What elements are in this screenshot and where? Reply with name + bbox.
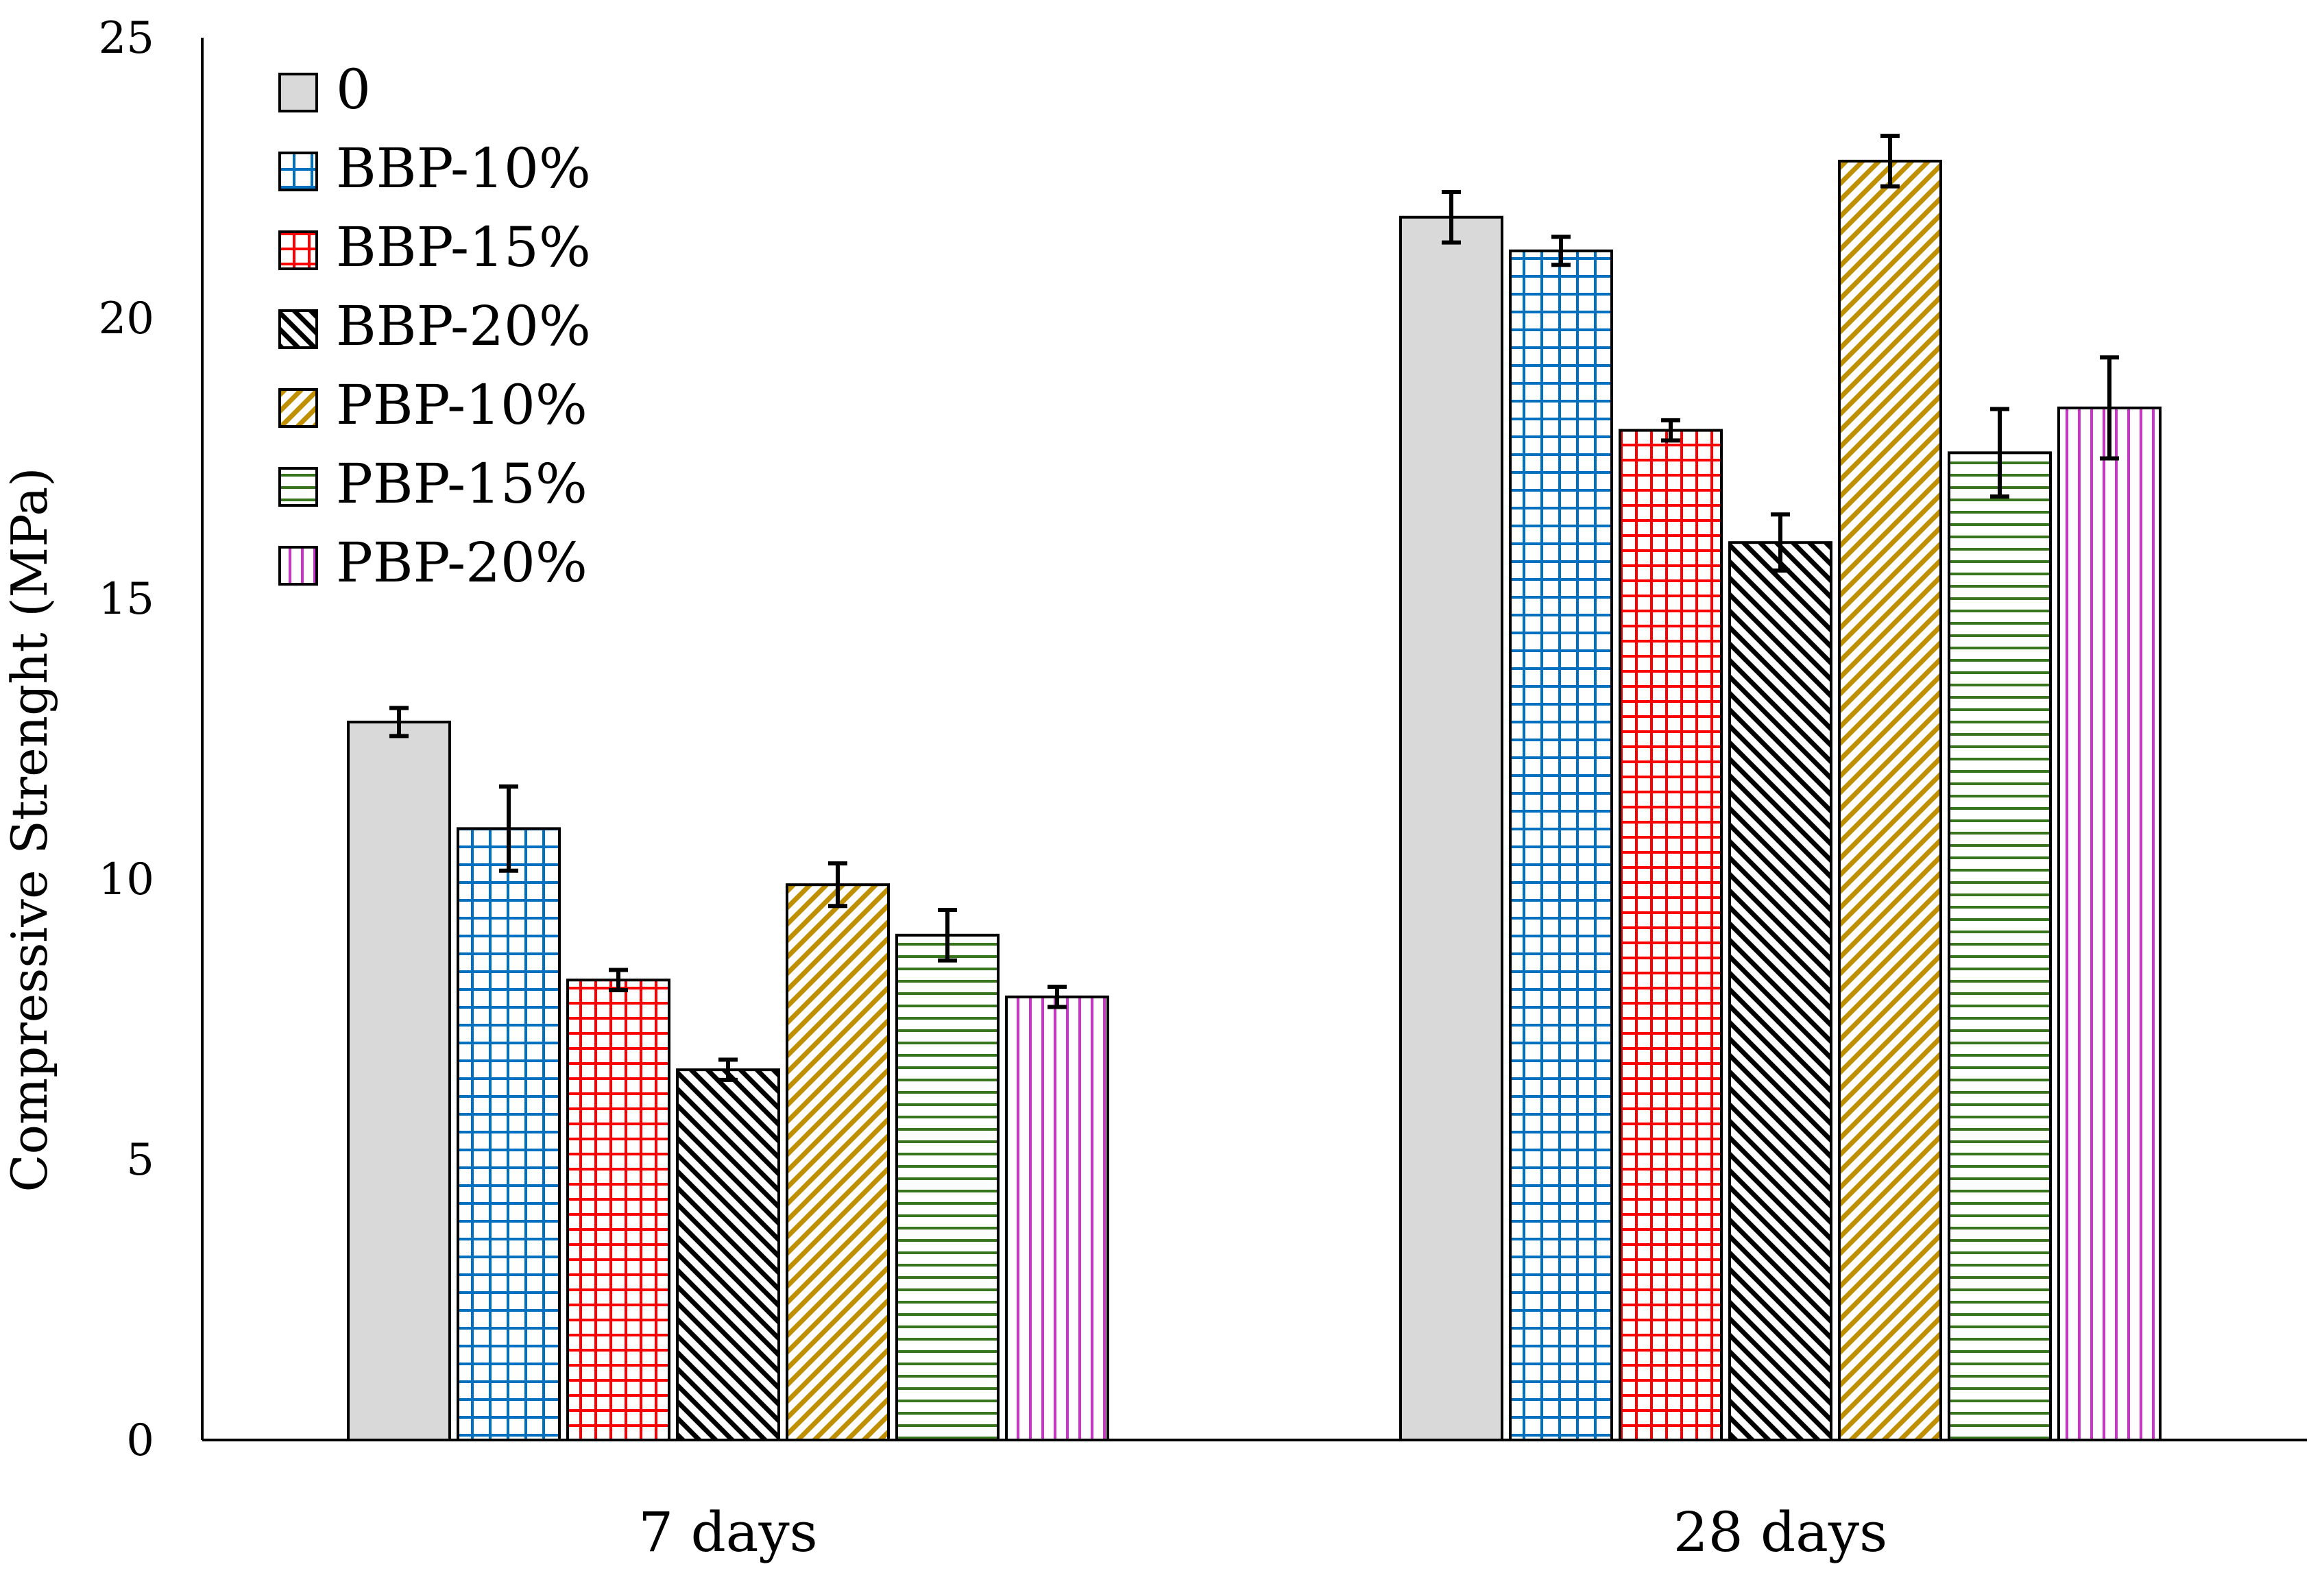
y-tick-label: 5 [126,1135,154,1186]
legend: 0 BBP-10% BBP-15% BBP-20% PBP-10% PBP-15% PBP-… [278,58,591,595]
y-tick-label: 20 [99,293,154,344]
bar-pbp-15pct-7-days [895,933,1000,1442]
y-axis: 0 5 10 15 20 25 [99,13,204,1466]
legend-label: PBP-10% [336,373,588,437]
bar-pbp-10pct-28-days [1838,159,1942,1442]
legend-item: 0 [278,58,371,121]
legend-label: BBP-10% [336,136,591,200]
error-bar [1048,985,1067,1009]
legend-item: BBP-20% [278,294,591,358]
x-axis: 7 days 28 days [202,1439,2307,1564]
bar-0-7-days [347,720,451,1441]
legend-label: PBP-15% [336,452,588,516]
x-category-label: 7 days [638,1500,817,1564]
bar-pbp-15pct-28-days [1948,451,2052,1442]
y-tick-label: 25 [99,13,154,64]
bar-bbp-10pct-7-days [457,827,561,1441]
y-tick-label: 15 [99,574,154,625]
bar-bbp-20pct-28-days [1728,541,1832,1442]
legend-item: PBP-15% [278,452,588,516]
error-bar [1551,235,1571,267]
legend-label: PBP-20% [336,531,588,595]
error-bar [389,706,409,739]
y-tick-label: 10 [99,854,154,905]
bar-bbp-20pct-7-days [676,1068,780,1441]
error-bar [2100,355,2119,461]
legend-item: BBP-10% [278,136,591,200]
legend-swatch [278,546,318,586]
error-bars [389,134,2119,1082]
bar-0-28-days [1399,215,1503,1441]
legend-swatch [278,309,318,349]
error-bar [1990,407,2009,499]
bar-pbp-20pct-7-days [1005,995,1109,1441]
error-bar [828,861,847,909]
legend-label: 0 [336,58,371,121]
error-bar [938,907,957,963]
error-bar [718,1057,738,1082]
error-bar [1771,512,1790,573]
bar-pbp-20pct-28-days [2057,406,2162,1441]
bars [347,159,2162,1442]
bar-bbp-10pct-28-days [1509,249,1613,1442]
legend-label: BBP-20% [336,294,591,358]
legend-label: BBP-15% [336,215,591,279]
legend-item: PBP-20% [278,531,588,595]
legend-swatch [278,230,318,270]
legend-swatch [278,467,318,507]
bar-bbp-15pct-7-days [566,979,670,1441]
bar-pbp-10pct-7-days [786,883,890,1442]
error-bar [1442,189,1461,245]
error-bar [499,784,518,873]
x-category-label: 28 days [1673,1500,1887,1564]
error-bar [1880,134,1900,189]
legend-swatch [278,73,318,112]
legend-swatch [278,388,318,428]
legend-swatch [278,152,318,191]
bar-bbp-15pct-28-days [1619,429,1723,1441]
error-bar [609,968,628,992]
y-tick-label: 0 [126,1415,154,1466]
legend-item: BBP-15% [278,215,591,279]
legend-item: PBP-10% [278,373,588,437]
y-axis-title: Compressive Strenght (MPa) [1,468,58,1192]
error-bar [1661,418,1680,443]
